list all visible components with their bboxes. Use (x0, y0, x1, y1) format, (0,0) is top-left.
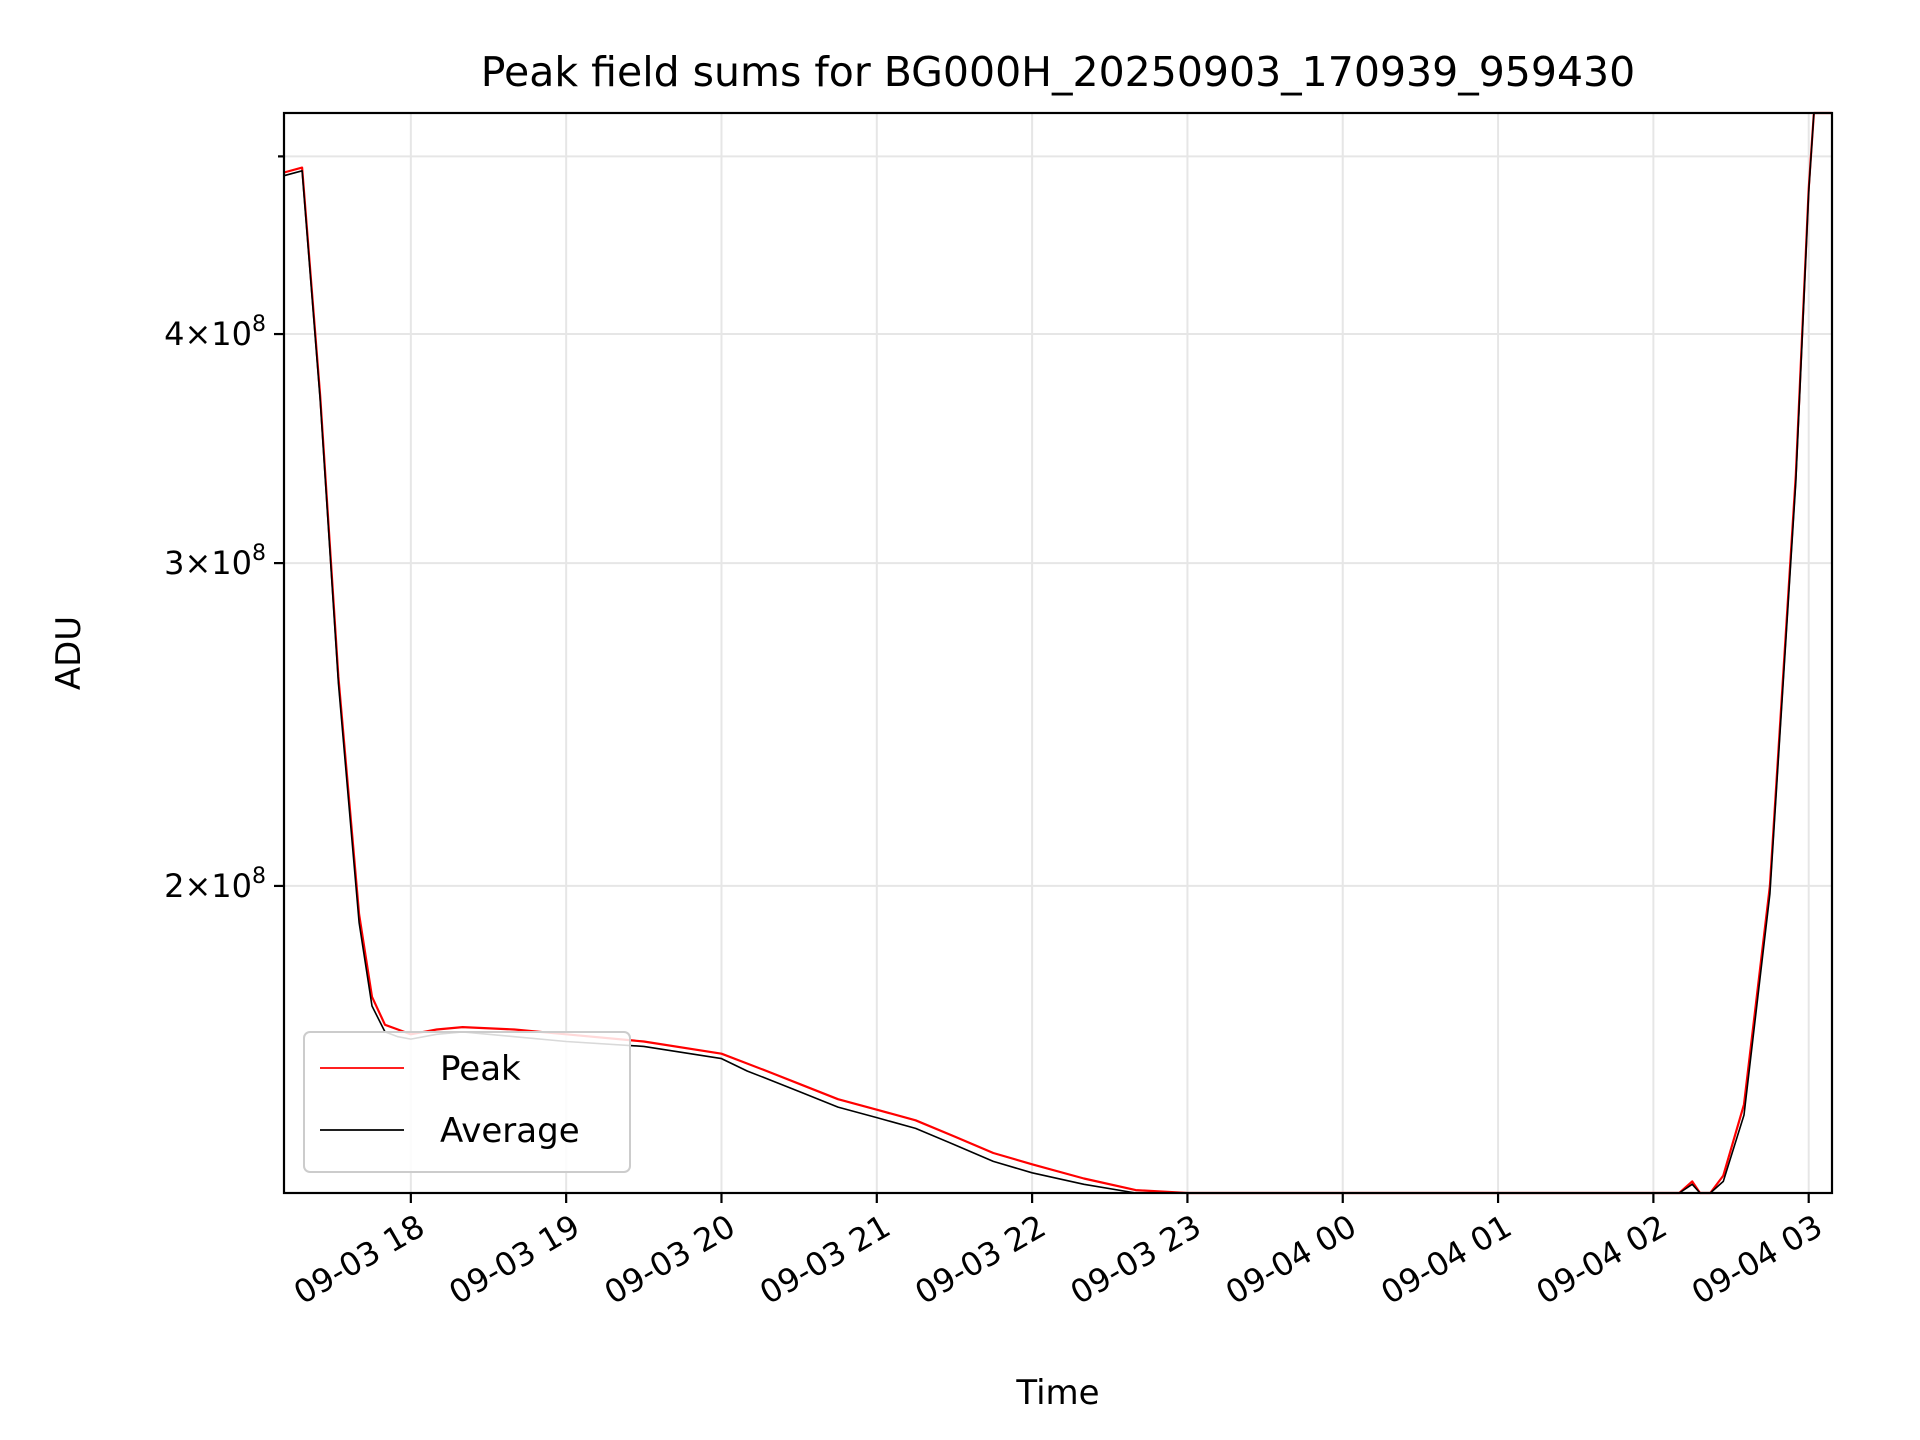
grid-lines (284, 113, 1832, 1193)
legend-box (303, 1031, 631, 1173)
legend-label-average: Average (440, 1111, 580, 1151)
x-tick-label: 09-04 02 (1530, 1207, 1674, 1312)
chart-title: Peak field sums for BG000H_20250903_1709… (481, 48, 1635, 96)
x-axis-label: Time (1015, 1373, 1099, 1413)
x-tick-label: 09-03 23 (1064, 1207, 1208, 1312)
legend-label-peak: Peak (440, 1049, 521, 1089)
y-tick-label: 4×108 (164, 312, 266, 353)
x-tick-label: 09-03 20 (598, 1207, 742, 1312)
legend: Peak Average (303, 1031, 631, 1173)
x-tick-label: 09-03 22 (909, 1207, 1053, 1312)
y-tick-label: 2×108 (164, 864, 266, 905)
x-axis: 09-03 18 09-03 19 09-03 20 09-03 21 09-03 22… (287, 1193, 1829, 1312)
x-tick-label: 09-03 21 (753, 1207, 897, 1312)
y-axis: 2×108 3×108 4×108 (164, 155, 284, 905)
plot-frame (282, 111, 1834, 1195)
x-tick-label: 09-03 18 (287, 1207, 431, 1312)
x-tick-label: 09-04 03 (1685, 1207, 1829, 1312)
x-tick-label: 09-03 19 (443, 1207, 587, 1312)
y-axis-label: ADU (49, 616, 89, 690)
y-tick-label: 3×108 (164, 541, 266, 582)
x-tick-label: 09-04 01 (1374, 1207, 1518, 1312)
x-tick-label: 09-04 00 (1219, 1207, 1363, 1312)
